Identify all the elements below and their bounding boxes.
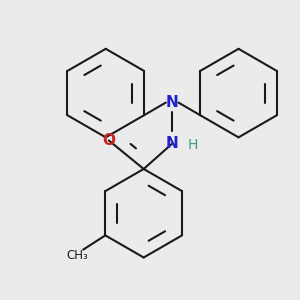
Text: N: N xyxy=(166,136,178,151)
Text: H: H xyxy=(188,138,198,152)
Text: N: N xyxy=(166,95,178,110)
Text: CH₃: CH₃ xyxy=(66,249,88,262)
Text: O: O xyxy=(102,133,116,148)
